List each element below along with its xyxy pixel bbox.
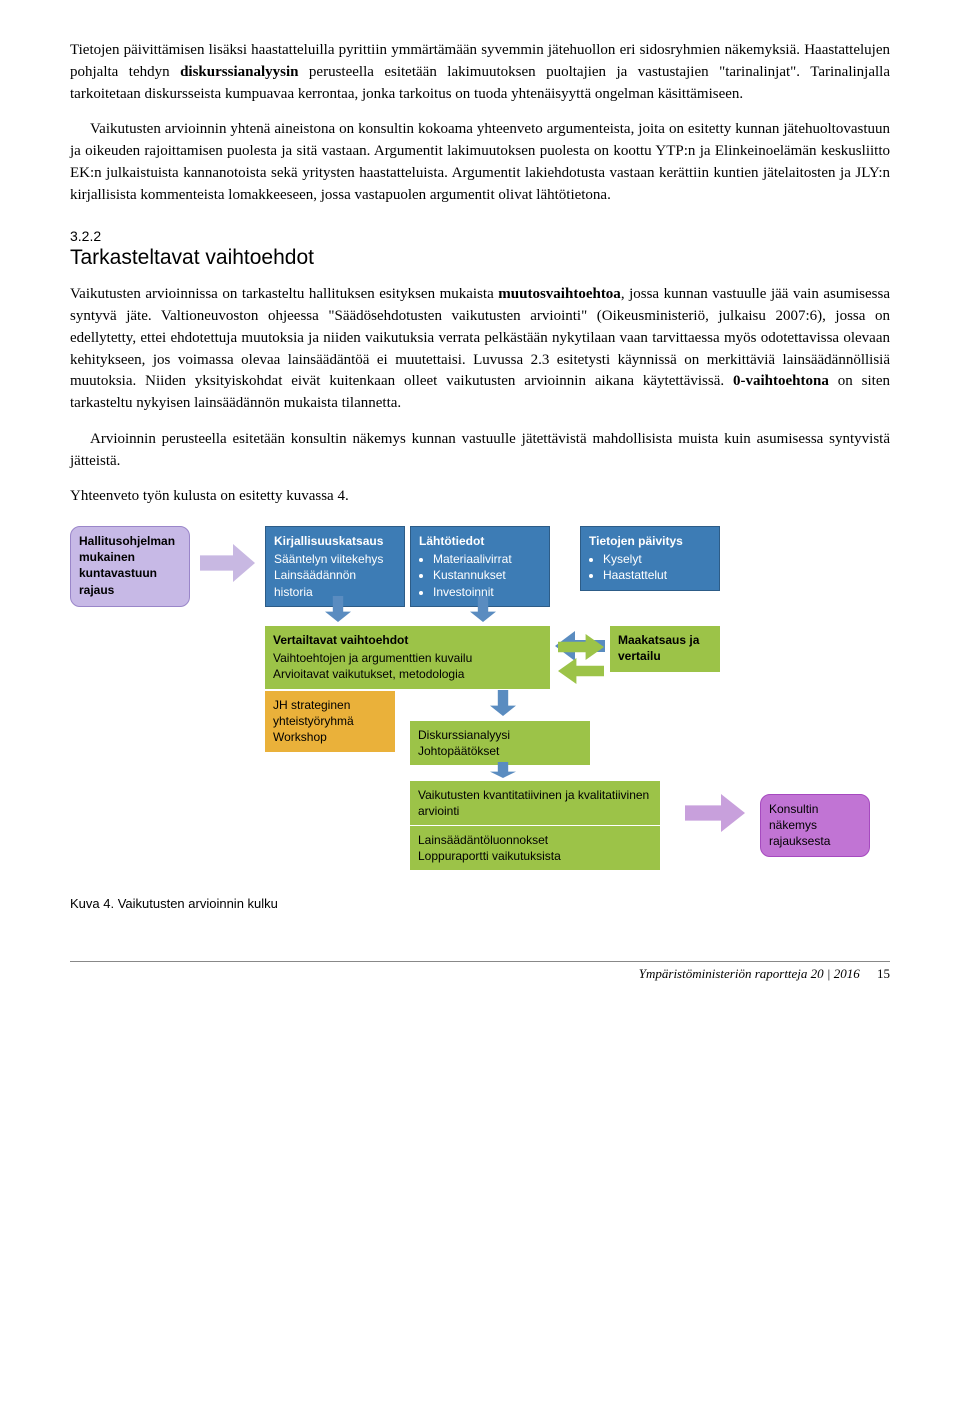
- footer-text: Ympäristöministeriön raportteja 20 | 201…: [639, 966, 860, 981]
- p3-d: 0-vaihtoehtona: [733, 373, 829, 389]
- page-number: 15: [877, 966, 890, 981]
- paragraph-2: Vaikutusten arvioinnin yhtenä aineistona…: [70, 119, 890, 206]
- paragraph-5: Yhteenveto työn kulusta on esitetty kuva…: [70, 486, 890, 508]
- flowchart-box: Vertailtavat vaihtoehdotVaihtoehtojen ja…: [265, 626, 550, 689]
- figure-caption: Kuva 4. Vaikutusten arvioinnin kulku: [70, 896, 890, 911]
- arrow-icon: [325, 596, 351, 622]
- section-title: Tarkasteltavat vaihtoehdot: [70, 246, 890, 270]
- page-footer: Ympäristöministeriön raportteja 20 | 201…: [70, 961, 890, 982]
- paragraph-4: Arvioinnin perusteella esitetään konsult…: [70, 429, 890, 473]
- p1-bold: diskurssianalyysin: [180, 64, 298, 80]
- flowchart-box: Hallitusohjelman mukainen kuntavastuun r…: [70, 526, 190, 607]
- arrow-icon: [470, 596, 496, 622]
- flowchart-box: KirjallisuuskatsausSääntelyn viitekehysL…: [265, 526, 405, 607]
- arrow-icon: [490, 690, 516, 716]
- arrow-icon: [558, 658, 604, 684]
- document-page: Tietojen päivittämisen lisäksi haastatte…: [0, 0, 960, 1012]
- p3-a: Vaikutusten arvioinnissa on tarkasteltu …: [70, 286, 498, 302]
- section-number: 3.2.2: [70, 228, 890, 244]
- flowchart-box: LainsäädäntöluonnoksetLoppuraportti vaik…: [410, 826, 660, 870]
- arrow-icon: [200, 544, 255, 582]
- flowchart-box: Maakatsaus ja vertailu: [610, 626, 720, 672]
- flowchart-box: Konsultinnäkemysrajauksesta: [760, 794, 870, 857]
- arrow-icon: [685, 794, 745, 832]
- flowchart-box: Tietojen päivitysKyselytHaastattelut: [580, 526, 720, 591]
- arrow-icon: [490, 762, 516, 778]
- paragraph-3: Vaikutusten arvioinnissa on tarkasteltu …: [70, 284, 890, 415]
- flowchart-box: LähtötiedotMateriaalivirratKustannuksetI…: [410, 526, 550, 607]
- p3-b: muutosvaihtoehtoa: [498, 286, 621, 302]
- flowchart-box: DiskurssianalyysiJohtopäätökset: [410, 721, 590, 765]
- arrow-icon: [558, 634, 604, 660]
- flowchart-box: Vaikutusten kvantitatiivinen ja kvalitat…: [410, 781, 660, 825]
- paragraph-1: Tietojen päivittämisen lisäksi haastatte…: [70, 40, 890, 105]
- flowchart-box: JH strateginenyhteistyöryhmäWorkshop: [265, 691, 395, 752]
- flowchart-diagram: Hallitusohjelman mukainen kuntavastuun r…: [70, 526, 890, 886]
